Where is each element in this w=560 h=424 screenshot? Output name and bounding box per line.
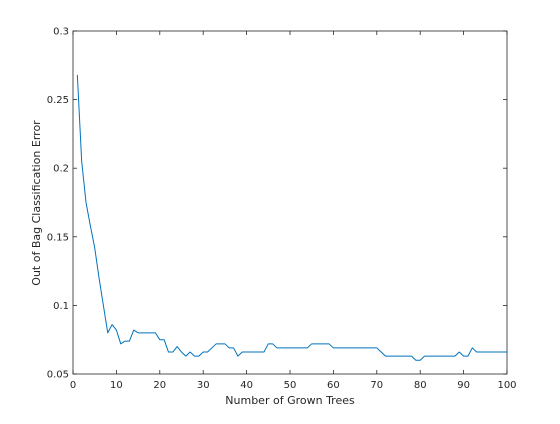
y-tick-label: 0.3 [53, 27, 69, 38]
x-tick-label: 100 [497, 380, 516, 391]
x-tick-label: 40 [240, 380, 253, 391]
x-tick-label: 80 [414, 380, 427, 391]
y-tick-label: 0.2 [53, 164, 69, 175]
x-tick-label: 60 [327, 380, 340, 391]
x-tick-label: 10 [110, 380, 123, 391]
oob-error-line [76, 74, 507, 361]
x-tick-label: 70 [370, 380, 383, 391]
axes-box [72, 30, 508, 375]
x-axis-ticks: 0 10 20 30 40 50 60 70 80 90 100 [70, 31, 517, 391]
x-axis-label: Number of Grown Trees [225, 394, 355, 407]
y-tick-label: 0.05 [47, 370, 69, 381]
x-tick-label: 0 [70, 380, 76, 391]
series-layer [76, 74, 507, 361]
x-tick-label: 90 [457, 380, 470, 391]
y-axis-label: Out of Bag Classification Error [30, 120, 43, 286]
plot-frame [72, 30, 508, 375]
y-tick-label: 0.15 [47, 232, 69, 243]
x-tick-label: 20 [153, 380, 166, 391]
y-axis-ticks: 0.05 0.1 0.15 0.2 0.25 0.3 [47, 27, 507, 381]
y-tick-label: 0.25 [47, 95, 69, 106]
y-tick-label: 0.1 [53, 301, 69, 312]
x-tick-label: 30 [197, 380, 210, 391]
x-tick-label: 50 [284, 380, 297, 391]
